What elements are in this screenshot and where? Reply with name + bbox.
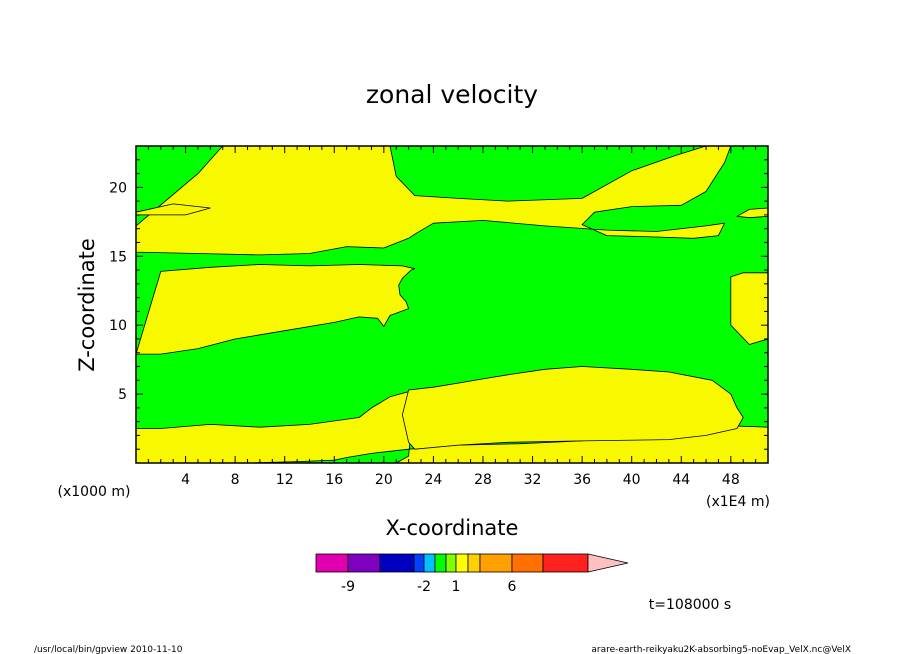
x-tick-label: 32 xyxy=(524,472,542,488)
footer-right: arare-earth-reikyaku2K-absorbing5-noEvap… xyxy=(591,645,851,654)
contour-region-5 xyxy=(135,145,732,256)
x-tick-label: 12 xyxy=(276,472,294,488)
x-tick-label: 36 xyxy=(573,472,591,488)
x-axis-label: X-coordinate xyxy=(386,516,519,540)
x-tick-label: 4 xyxy=(181,472,190,488)
x-tick-label: 16 xyxy=(325,472,343,488)
contour-regions xyxy=(135,145,769,464)
colorbar-label: -9 xyxy=(341,579,355,595)
y-axis-label: Z-coordinate xyxy=(75,238,99,372)
colorbar-label: 6 xyxy=(508,579,517,595)
plot-frame xyxy=(135,145,769,464)
colorbar-segment xyxy=(455,553,469,573)
chart-title: zonal velocity xyxy=(366,80,538,109)
colorbar-segment xyxy=(423,553,436,573)
colorbar-segment xyxy=(479,553,513,573)
colorbar-segment xyxy=(542,553,589,573)
colorbar-segment xyxy=(434,553,447,573)
y-tick-label: 15 xyxy=(109,249,127,265)
y-tick-label: 5 xyxy=(118,387,127,403)
colorbar-segment xyxy=(445,553,457,573)
colorbar-segment xyxy=(379,553,415,573)
x-tick-label: 8 xyxy=(231,472,240,488)
y-tick-label: 10 xyxy=(109,318,127,334)
x-tick-label: 44 xyxy=(672,472,690,488)
colorbar-segment xyxy=(315,553,349,573)
x-ticks: 4 8 12 16 20 24 28 32 36 40 44 48 xyxy=(147,146,757,488)
colorbar-segment xyxy=(467,553,481,573)
x-tick-label: 24 xyxy=(424,472,442,488)
x-tick-label: 48 xyxy=(722,472,740,488)
contour-region-2 xyxy=(401,366,744,450)
colorbar-segment xyxy=(511,553,544,573)
colorbar-segment xyxy=(347,553,381,573)
y-unit-label: (x1000 m) xyxy=(58,484,131,500)
colorbar-segment xyxy=(413,553,425,573)
x-tick-label: 40 xyxy=(623,472,641,488)
y-ticks: 5 10 15 20 xyxy=(109,159,768,450)
colorbar-label: 1 xyxy=(452,579,461,595)
x-tick-label: 20 xyxy=(375,472,393,488)
contour-region-3 xyxy=(135,264,416,355)
footer-left: /usr/local/bin/gpview 2010-11-10 xyxy=(34,645,183,654)
x-tick-label: 28 xyxy=(474,472,492,488)
colorbar: -9 -2 1 6 xyxy=(315,553,629,595)
colorbar-arrow xyxy=(587,553,629,573)
colorbar-label: -2 xyxy=(417,579,431,595)
y-tick-label: 20 xyxy=(109,180,127,196)
x-unit-label: (x1E4 m) xyxy=(706,494,770,510)
time-label: t=108000 s xyxy=(649,597,731,613)
